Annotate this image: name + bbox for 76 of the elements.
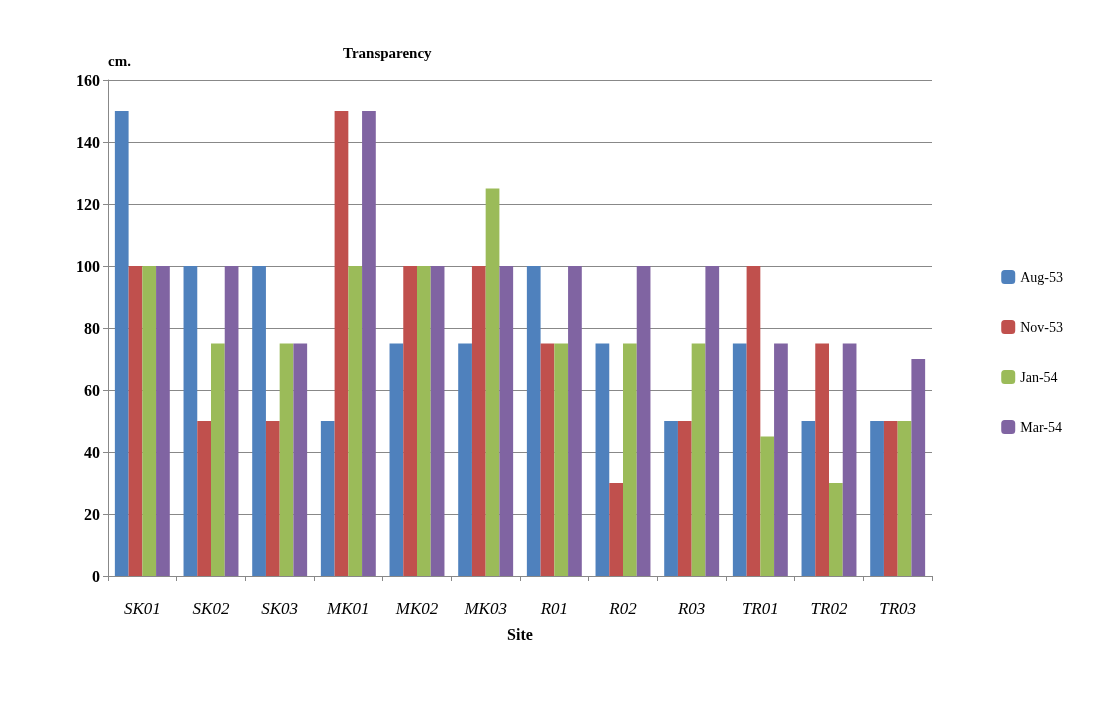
x-tick-label: MK02 bbox=[394, 599, 439, 618]
bar bbox=[211, 343, 225, 576]
y-tick-label: 140 bbox=[76, 133, 100, 151]
x-tick-label: TR02 bbox=[810, 599, 848, 618]
bar bbox=[403, 266, 417, 576]
bar bbox=[774, 343, 788, 576]
bar bbox=[348, 266, 363, 576]
x-axis-title: Site bbox=[507, 625, 533, 643]
bar bbox=[911, 359, 926, 576]
x-tick-label: MK01 bbox=[326, 599, 370, 618]
bar bbox=[732, 343, 747, 576]
bar bbox=[842, 343, 857, 576]
bar bbox=[540, 343, 555, 576]
legend-label: Nov-53 bbox=[1020, 319, 1064, 335]
x-tick-label: SK03 bbox=[261, 599, 299, 618]
bar bbox=[554, 343, 569, 576]
bar bbox=[664, 421, 678, 576]
bar bbox=[142, 266, 157, 576]
bar bbox=[829, 483, 843, 576]
bar bbox=[636, 266, 651, 576]
bar bbox=[897, 421, 912, 576]
bar bbox=[430, 266, 445, 576]
bar bbox=[526, 266, 541, 576]
bar bbox=[746, 266, 761, 576]
y-tick-label: 100 bbox=[76, 257, 100, 275]
x-tick-label: R01 bbox=[539, 599, 569, 618]
bar bbox=[334, 111, 349, 576]
bar bbox=[691, 343, 706, 576]
chart-title: Transparency bbox=[343, 44, 433, 61]
bar bbox=[568, 266, 582, 576]
bar bbox=[389, 343, 404, 576]
bar bbox=[293, 343, 308, 576]
x-tick-label: R02 bbox=[608, 599, 638, 618]
bar bbox=[252, 266, 266, 576]
bar bbox=[595, 343, 610, 576]
bar bbox=[471, 266, 486, 576]
y-tick-label: 80 bbox=[84, 319, 100, 337]
bar bbox=[609, 483, 623, 576]
y-tick-label: 0 bbox=[92, 567, 100, 585]
legend-label: Jan-54 bbox=[1020, 369, 1058, 385]
legend-label: Aug-53 bbox=[1020, 269, 1064, 285]
x-tick-label: TR01 bbox=[741, 599, 779, 618]
y-tick-label: 160 bbox=[76, 71, 100, 89]
x-tick-label: SK01 bbox=[123, 599, 161, 618]
bar bbox=[128, 266, 143, 576]
bar bbox=[197, 421, 211, 576]
x-tick-label: SK02 bbox=[192, 599, 230, 618]
bar bbox=[320, 421, 335, 576]
bar bbox=[114, 111, 129, 576]
bar bbox=[499, 266, 514, 576]
y-tick-label: 40 bbox=[84, 443, 100, 461]
bar bbox=[485, 188, 500, 576]
bar bbox=[801, 421, 816, 576]
bar bbox=[458, 343, 472, 576]
bar bbox=[883, 421, 898, 576]
y-tick-label: 20 bbox=[84, 505, 100, 523]
bar bbox=[623, 343, 637, 576]
bar bbox=[362, 111, 376, 576]
bar bbox=[417, 266, 431, 576]
bar bbox=[870, 421, 884, 576]
bar bbox=[156, 266, 170, 576]
bar bbox=[183, 266, 198, 576]
bar bbox=[279, 343, 294, 576]
x-tick-label: MK03 bbox=[463, 599, 507, 618]
legend-label: Mar-54 bbox=[1020, 419, 1062, 435]
bar bbox=[705, 266, 720, 576]
y-axis-title: cm. bbox=[108, 52, 132, 69]
bar bbox=[224, 266, 239, 576]
y-tick-label: 60 bbox=[84, 381, 100, 399]
bar bbox=[265, 421, 280, 576]
bar bbox=[815, 343, 829, 576]
x-tick-label: R03 bbox=[676, 599, 706, 618]
y-tick-label: 120 bbox=[76, 195, 100, 213]
bar bbox=[677, 421, 692, 576]
x-tick-label: TR03 bbox=[879, 599, 917, 618]
bar bbox=[760, 436, 775, 576]
